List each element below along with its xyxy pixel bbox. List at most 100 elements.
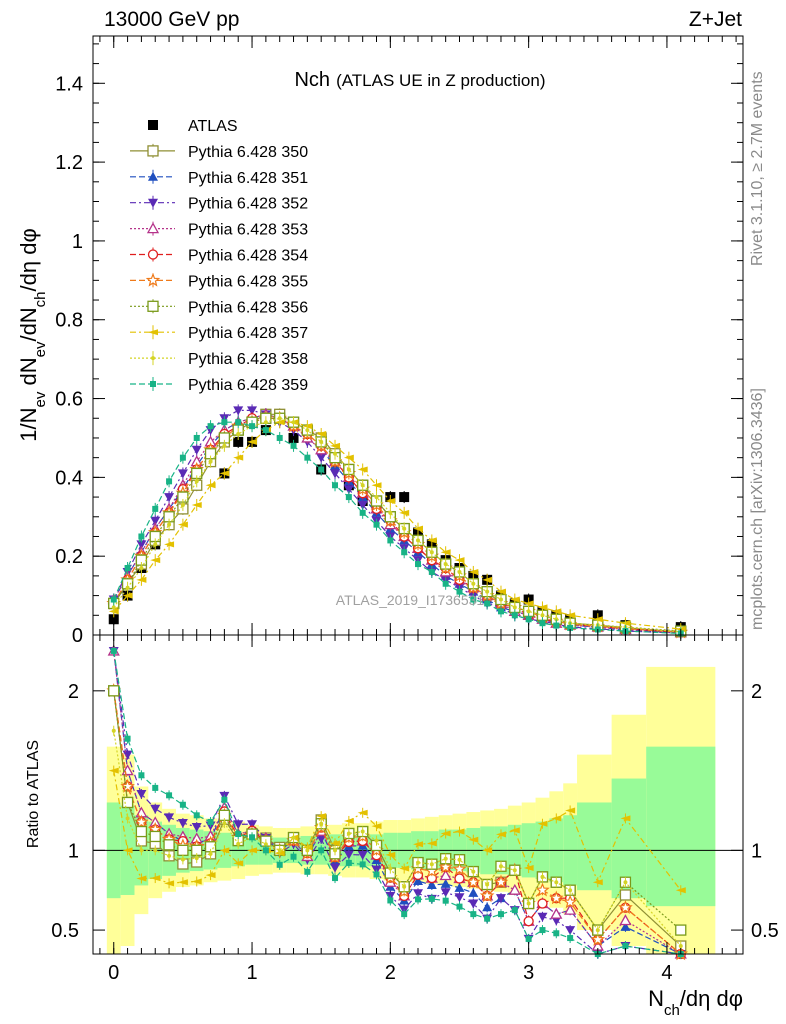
data-point (191, 445, 202, 455)
data-point (108, 614, 119, 625)
legend-marker (148, 171, 158, 181)
ratio-point (554, 880, 559, 885)
ratio-point (498, 864, 503, 869)
ratio-point (233, 860, 244, 867)
x-tick-label: 2 (385, 962, 396, 984)
y-tick-label: 0.4 (55, 467, 83, 489)
ratio-point (454, 828, 465, 835)
data-point (360, 483, 365, 488)
data-point (180, 502, 185, 507)
data-point (193, 434, 200, 441)
main-plot-title: Nch (ATLAS UE in Z production) (294, 69, 545, 91)
data-point (442, 580, 449, 587)
y-tick-label: 1 (72, 231, 83, 253)
data-point (177, 521, 188, 528)
data-point (457, 569, 462, 574)
ratio-point (373, 871, 380, 878)
ratio-point (120, 778, 135, 793)
data-point (316, 431, 327, 438)
header-right-label: Z+Jet (689, 8, 742, 31)
ratio-point (470, 911, 477, 918)
data-point (136, 540, 147, 550)
ratio-point (136, 790, 147, 800)
ratio-point (493, 874, 509, 889)
ratio-point (440, 888, 451, 898)
ratio-y-tick-label-right: 1 (751, 840, 762, 862)
data-point (440, 549, 451, 556)
data-point (333, 451, 338, 456)
y-tick-label: 0 (72, 625, 83, 647)
ratio-plot-series (106, 644, 689, 961)
data-point (454, 557, 465, 564)
data-point (150, 516, 161, 526)
data-point (371, 482, 382, 489)
ratio-point (618, 900, 633, 914)
ratio-point (620, 921, 631, 931)
mcplots-note: mcplots.cern.ch [arXiv:1306.3436] (749, 388, 766, 630)
data-point (125, 585, 130, 590)
data-point (497, 608, 504, 615)
data-point (207, 423, 214, 430)
data-point (111, 605, 116, 610)
data-point (526, 609, 531, 614)
ratio-point (277, 848, 282, 853)
ratio-point (485, 882, 490, 887)
ratio-point (150, 804, 161, 814)
data-point (304, 454, 311, 461)
x-tick-label: 0 (108, 962, 119, 984)
ratio-point (539, 927, 546, 934)
ratio-point (511, 907, 518, 914)
ratio-point (675, 887, 686, 894)
data-point (276, 434, 283, 441)
ratio-point (135, 825, 148, 838)
ratio-point (205, 872, 216, 879)
data-point (290, 442, 297, 449)
ratio-point (330, 840, 341, 847)
ratio-point (319, 821, 324, 826)
data-point (523, 600, 534, 607)
ratio-point (454, 882, 465, 892)
ratio-point (305, 848, 310, 853)
ratio-point (479, 888, 495, 903)
legend-item-7: Pythia 6.428 356 (130, 299, 308, 316)
data-point (415, 561, 421, 568)
ratio-point (110, 647, 117, 654)
ratio-point (191, 822, 202, 832)
ratio-point (565, 807, 576, 814)
data-point (567, 624, 574, 631)
legend-marker (148, 198, 158, 208)
data-point (277, 416, 282, 421)
series-8 (108, 416, 686, 636)
ratio-point (442, 897, 449, 904)
data-point (205, 482, 216, 489)
data-point (124, 565, 131, 572)
ratio-point (191, 878, 202, 885)
ratio-point (177, 818, 188, 828)
legend-item-5: Pythia 6.428 354 (130, 247, 308, 265)
data-point (402, 526, 407, 531)
ratio-point (164, 813, 175, 823)
ratio-point (550, 907, 563, 919)
ratio-point (316, 813, 327, 820)
data-point (443, 562, 448, 567)
ratio-point (443, 856, 448, 861)
data-point (482, 576, 493, 583)
ratio-point (219, 847, 230, 854)
data-point (139, 566, 144, 571)
x-tick-label: 3 (523, 962, 534, 984)
ratio-point (387, 897, 394, 904)
data-point (537, 604, 548, 611)
ratio-point (388, 866, 393, 871)
ratio-point (134, 814, 149, 829)
y-tick-label: 0.8 (55, 310, 83, 332)
ratio-point (164, 880, 175, 887)
data-point (388, 510, 393, 515)
ratio-point (440, 830, 451, 837)
ratio-point (233, 820, 244, 830)
data-point (138, 533, 145, 540)
ratio-point (343, 850, 354, 860)
data-point (470, 596, 477, 603)
legend-label: Pythia 6.428 356 (188, 299, 308, 316)
data-point (485, 589, 490, 594)
data-point (305, 428, 310, 433)
